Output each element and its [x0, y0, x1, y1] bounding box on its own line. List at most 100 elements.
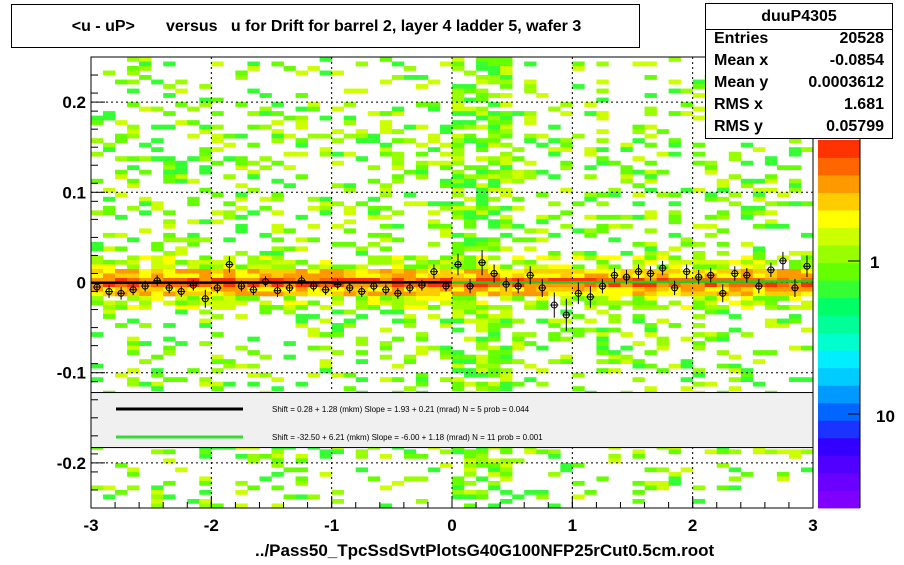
heatmap-cell	[644, 214, 657, 220]
heatmap-cell	[259, 259, 272, 265]
heatmap-cell	[139, 57, 152, 62]
heatmap-cell	[271, 264, 284, 270]
heatmap-cell	[379, 129, 393, 134]
heatmap-cell	[379, 277, 393, 283]
heatmap-cell	[656, 250, 669, 256]
heatmap-cell	[740, 332, 754, 337]
heatmap-cell	[632, 282, 645, 288]
heatmap-cell	[199, 476, 212, 482]
heatmap-cell	[464, 111, 477, 116]
heatmap-cell	[524, 377, 537, 383]
heatmap-cell	[307, 372, 320, 378]
heatmap-cell	[247, 458, 260, 464]
color-scale: 110	[818, 57, 895, 509]
heatmap-cell	[187, 241, 200, 247]
heatmap-cell	[295, 120, 308, 125]
heatmap-cell	[548, 277, 561, 283]
heatmap-cell	[259, 291, 272, 297]
heatmap-cell	[488, 102, 501, 107]
heatmap-cell	[680, 237, 693, 243]
heatmap-cell	[115, 138, 128, 143]
heatmap-cell	[439, 124, 453, 130]
heatmap-cell	[548, 174, 561, 180]
heatmap-cell	[331, 332, 344, 337]
heatmap-cell	[704, 296, 718, 301]
heatmap-cell	[199, 187, 212, 193]
heatmap-cell	[548, 282, 561, 288]
heatmap-cell	[127, 79, 140, 85]
heatmap-cell	[439, 223, 453, 229]
heatmap-cell	[740, 296, 754, 301]
heatmap-cell	[488, 323, 501, 328]
heatmap-cell	[524, 287, 537, 292]
heatmap-cell	[163, 291, 176, 297]
heatmap-cell	[716, 210, 730, 216]
heatmap-cell	[752, 205, 766, 211]
heatmap-cell	[452, 192, 465, 198]
heatmap-cell	[452, 151, 465, 157]
heatmap-cell	[163, 93, 176, 98]
heatmap-cell	[704, 259, 718, 265]
heatmap-cell	[500, 219, 513, 225]
heatmap-cell	[476, 277, 489, 283]
heatmap-cell	[596, 97, 609, 103]
heatmap-cell	[512, 178, 525, 184]
heatmap-cell	[752, 178, 766, 184]
heatmap-cell	[488, 205, 501, 211]
heatmap-cell	[452, 305, 465, 310]
heatmap-cell	[596, 79, 609, 85]
heatmap-cell	[139, 142, 152, 148]
heatmap-cell	[512, 345, 525, 351]
heatmap-cell	[331, 296, 344, 301]
heatmap-cell	[163, 458, 176, 464]
heatmap-cell	[307, 327, 320, 333]
heatmap-cell	[271, 120, 284, 125]
heatmap-cell	[307, 205, 320, 211]
heatmap-cell	[644, 111, 657, 116]
profile-point	[574, 289, 582, 297]
heatmap-cell	[740, 210, 754, 216]
heatmap-cell	[343, 219, 357, 225]
heatmap-cell	[355, 129, 369, 134]
heatmap-cell	[728, 151, 742, 157]
heatmap-cell	[319, 359, 332, 364]
heatmap-cell	[139, 359, 152, 364]
heatmap-cell	[500, 165, 513, 171]
heatmap-cell	[644, 282, 657, 288]
heatmap-cell	[175, 237, 188, 243]
heatmap-cell	[175, 79, 188, 85]
heatmap-cell	[740, 214, 754, 220]
heatmap-cell	[163, 350, 176, 355]
heatmap-cell	[596, 160, 609, 166]
heatmap-cell	[199, 219, 212, 225]
heatmap-cell	[692, 264, 705, 270]
stats-key: Mean y	[714, 74, 769, 91]
heatmap-cell	[235, 503, 248, 509]
heatmap-cell	[704, 282, 718, 288]
heatmap-cell	[115, 120, 128, 125]
heatmap-cell	[91, 296, 104, 301]
heatmap-cell	[175, 169, 188, 175]
heatmap-cell	[800, 201, 814, 207]
heatmap-cell	[331, 106, 344, 112]
profile-point	[201, 295, 209, 303]
heatmap-cell	[764, 282, 778, 288]
heatmap-cell	[512, 381, 525, 387]
profile-point	[213, 284, 221, 292]
heatmap-cell	[512, 259, 525, 265]
heatmap-cell	[187, 178, 200, 184]
heatmap-cell	[307, 277, 320, 283]
heatmap-cell	[632, 241, 645, 247]
heatmap-cell	[91, 151, 104, 157]
heatmap-cell	[343, 372, 357, 378]
heatmap-cell	[259, 300, 272, 306]
heatmap-cell	[728, 363, 742, 369]
heatmap-cell	[608, 350, 621, 355]
heatmap-cell	[476, 66, 489, 71]
heatmap-cell	[235, 277, 248, 283]
heatmap-cell	[620, 282, 633, 288]
heatmap-cell	[704, 291, 718, 297]
heatmap-cell	[668, 210, 681, 216]
heatmap-cell	[235, 102, 248, 107]
color-scale-swatch	[818, 367, 860, 386]
